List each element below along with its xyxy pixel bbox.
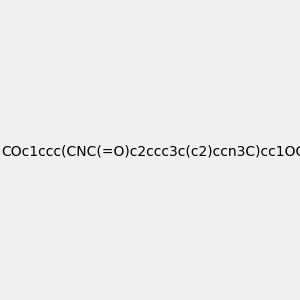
Text: COc1ccc(CNC(=O)c2ccc3c(c2)ccn3C)cc1OC: COc1ccc(CNC(=O)c2ccc3c(c2)ccn3C)cc1OC: [2, 145, 300, 158]
